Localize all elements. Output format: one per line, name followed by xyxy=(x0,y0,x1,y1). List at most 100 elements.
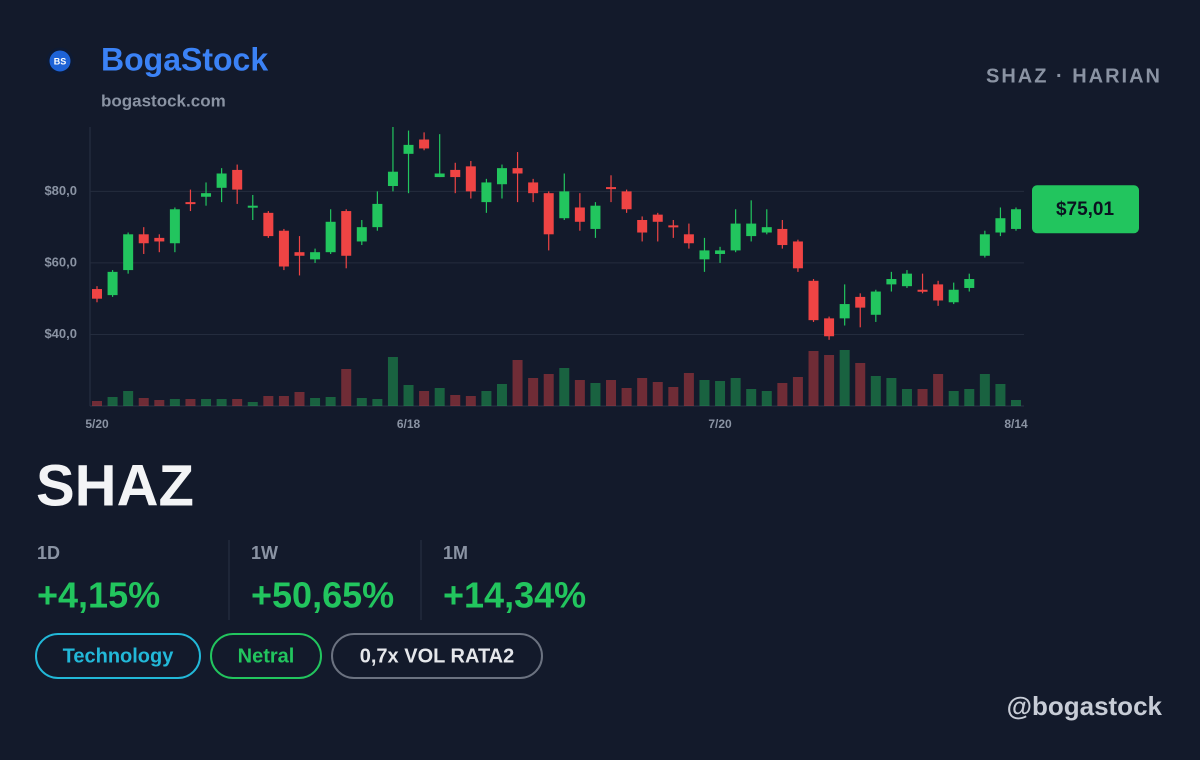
volume-bar xyxy=(917,389,928,406)
volume-bar xyxy=(92,401,102,406)
candle-body xyxy=(465,166,476,192)
last-price-badge xyxy=(1032,185,1139,234)
candle-body xyxy=(434,173,445,178)
candle-body xyxy=(387,171,398,187)
candle-body xyxy=(559,191,570,219)
volume-bar xyxy=(824,355,835,406)
candle-body xyxy=(107,271,118,296)
volume-bar xyxy=(263,396,274,406)
volume-bar xyxy=(481,391,492,406)
candle-body xyxy=(979,234,990,256)
candle-body xyxy=(310,252,321,260)
volume-bar xyxy=(216,399,227,406)
volume-bar xyxy=(683,373,694,406)
volume-bar xyxy=(808,351,819,406)
stat-label: 1W xyxy=(251,543,278,563)
candle-body xyxy=(512,168,523,174)
volume-bar xyxy=(123,391,134,406)
volume-bar xyxy=(621,388,632,406)
candle-body xyxy=(683,234,694,244)
candle-body xyxy=(606,187,617,190)
candle-body xyxy=(356,227,367,242)
handle: @bogastock xyxy=(1007,691,1163,721)
volume-bar xyxy=(761,391,772,406)
volume-bar xyxy=(652,382,663,406)
volume-bar xyxy=(886,378,897,406)
ticker-period: SHAZ · HARIAN xyxy=(986,65,1162,87)
candle-body xyxy=(403,144,414,154)
volume-bar xyxy=(730,378,741,406)
candle-body xyxy=(715,250,726,254)
chart: $40,0 $60,0 $80,0 5/20 6/18 7/20 8/14 $75,01 xyxy=(44,127,1139,431)
brand: BogaStock xyxy=(101,41,268,77)
stat-label: 1D xyxy=(37,543,60,563)
tag-text: Technology xyxy=(63,645,175,667)
volume-bar xyxy=(590,383,601,406)
candle-body xyxy=(637,220,648,233)
volume-bar xyxy=(403,385,414,406)
volume-bar xyxy=(1011,400,1021,406)
candle-body xyxy=(1011,209,1021,229)
volume-bar xyxy=(606,380,617,406)
volume-bar xyxy=(169,399,180,406)
candle-body xyxy=(777,228,788,246)
site: bogastock.com xyxy=(101,91,226,110)
candle-body xyxy=(450,169,461,178)
y-tick-label: $80,0 xyxy=(44,183,77,198)
volume-bar xyxy=(792,377,803,406)
candle-body xyxy=(325,221,336,253)
volume-bar xyxy=(372,399,383,406)
candle-body xyxy=(341,211,352,256)
stat-value: +14,34% xyxy=(443,575,586,616)
candle-body xyxy=(746,223,757,237)
volume-bar xyxy=(870,376,881,406)
volume-bar xyxy=(528,378,539,406)
candle-body xyxy=(668,225,679,228)
candle-body xyxy=(496,168,507,185)
volume-bar xyxy=(496,384,507,406)
logo xyxy=(46,47,74,75)
candle-body xyxy=(948,289,959,303)
volume-bar xyxy=(356,398,367,406)
candle-body xyxy=(699,250,710,260)
volume-bar xyxy=(979,374,990,406)
tag-text: Netral xyxy=(238,645,295,667)
candle-body xyxy=(995,218,1006,233)
stat-label: 1M xyxy=(443,543,468,563)
volume-bar xyxy=(901,389,912,406)
x-tick-label: 8/14 xyxy=(1004,417,1028,431)
candle-body xyxy=(372,203,383,228)
volume-bar xyxy=(107,397,118,406)
candle-body xyxy=(870,291,881,315)
tag-pill xyxy=(210,633,322,679)
stats: 1D +4,15% 1W +50,65% 1M +14,34% xyxy=(37,540,586,620)
stat-value: +50,65% xyxy=(251,575,394,616)
volume-bar xyxy=(746,389,757,406)
candle-body xyxy=(886,279,897,285)
candle-body xyxy=(964,279,975,288)
volume-bar xyxy=(512,360,523,406)
candle-body xyxy=(652,214,663,222)
volume-bar xyxy=(138,398,149,406)
volume-bar xyxy=(154,400,165,406)
candle-body xyxy=(824,318,835,337)
volume-bar xyxy=(465,396,476,406)
candle-body xyxy=(621,191,632,210)
candle-body xyxy=(278,230,289,267)
volume-bar xyxy=(387,357,398,406)
volume-bar xyxy=(543,374,554,406)
x-tick-label: 7/20 xyxy=(708,417,732,431)
candle-body xyxy=(123,234,134,271)
volume-bar xyxy=(964,389,975,406)
volume-bar xyxy=(933,374,944,406)
candle-body xyxy=(138,234,149,244)
tag-text: 0,7x VOL RATA2 xyxy=(360,645,515,667)
candle-body xyxy=(761,227,772,233)
volume-bar xyxy=(419,391,430,406)
volume-bar xyxy=(434,388,445,406)
candle-body xyxy=(247,205,258,208)
candle-body xyxy=(185,202,196,205)
candle-body xyxy=(730,223,741,251)
